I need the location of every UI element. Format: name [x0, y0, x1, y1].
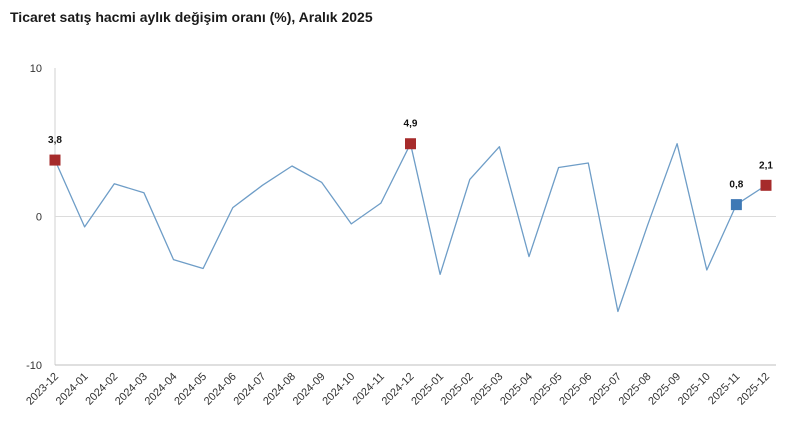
- data-point-marker: [760, 179, 772, 191]
- series-line: [54, 143, 767, 313]
- axes-layer: [54, 68, 776, 366]
- data-label: 2,1: [759, 160, 773, 171]
- series-layer: [54, 143, 767, 313]
- x-tick-label: 2025-12: [735, 371, 772, 408]
- data-labels: 3,8 4,9 0,8 2,1: [48, 119, 773, 191]
- y-tick-label: 0: [36, 212, 42, 224]
- data-label: 4,9: [404, 119, 418, 130]
- y-tick-labels: 10 0 -10: [26, 63, 42, 372]
- markers-layer: [49, 138, 772, 211]
- y-tick-label: -10: [26, 360, 42, 372]
- data-point-marker: [49, 154, 61, 166]
- data-label: 0,8: [729, 180, 743, 191]
- data-label: 3,8: [48, 135, 62, 146]
- y-tick-label: 10: [30, 63, 42, 75]
- chart-title: Ticaret satış hacmi aylık değişim oranı …: [10, 9, 373, 25]
- data-point-marker: [730, 199, 742, 211]
- data-point-marker: [405, 138, 416, 150]
- x-tick-labels: 2023-122024-012024-022024-032024-042024-…: [24, 371, 772, 408]
- x-tick-label: 2025-10: [676, 371, 713, 408]
- x-tick-label: 2024-10: [320, 371, 357, 408]
